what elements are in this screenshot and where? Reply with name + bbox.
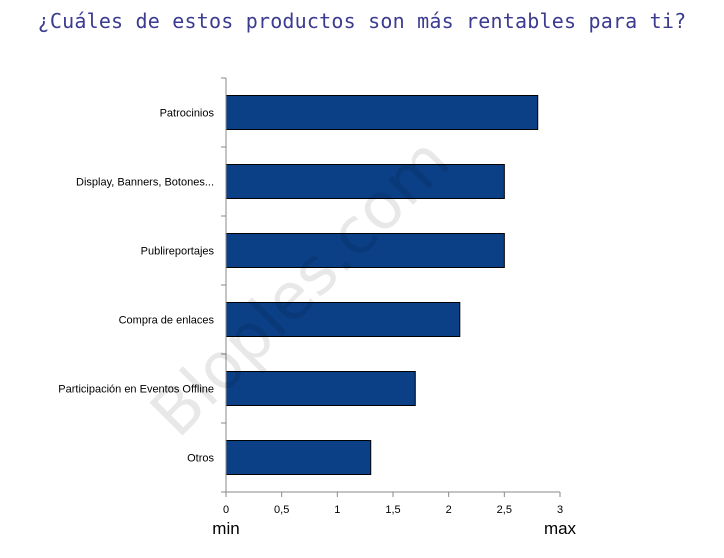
bar	[225, 233, 505, 268]
x-max-label: max	[544, 519, 577, 538]
category-labels: Patrocinios Display, Banners, Botones... P…	[58, 108, 214, 465]
x-tick-label: 3	[557, 504, 563, 516]
chart-title: ¿Cuáles de estos productos son más renta…	[37, 9, 687, 33]
x-tick-label: 1	[334, 504, 340, 516]
bar	[225, 371, 416, 406]
x-tick-label: 1,5	[385, 504, 400, 516]
x-tick-label: 0	[223, 504, 229, 516]
x-tick-label: 0,5	[274, 504, 289, 516]
category-label: Patrocinios	[160, 108, 215, 120]
bars-layer	[225, 95, 539, 475]
category-label: Otros	[187, 453, 214, 465]
x-tick-label: 2,5	[497, 504, 512, 516]
x-tick-label: 2	[446, 504, 452, 516]
bar	[225, 164, 505, 199]
category-label: Compra de enlaces	[119, 315, 215, 327]
x-axis-ticks: 0 0,5 1 1,5 2 2,5 3	[223, 492, 563, 516]
bar	[225, 95, 539, 130]
bar	[225, 440, 372, 475]
bar	[225, 302, 461, 337]
x-min-label: min	[212, 519, 239, 538]
category-label: Display, Banners, Botones...	[76, 177, 214, 189]
category-label: Participación en Eventos Offline	[58, 384, 214, 396]
category-label: Publireportajes	[141, 246, 215, 258]
